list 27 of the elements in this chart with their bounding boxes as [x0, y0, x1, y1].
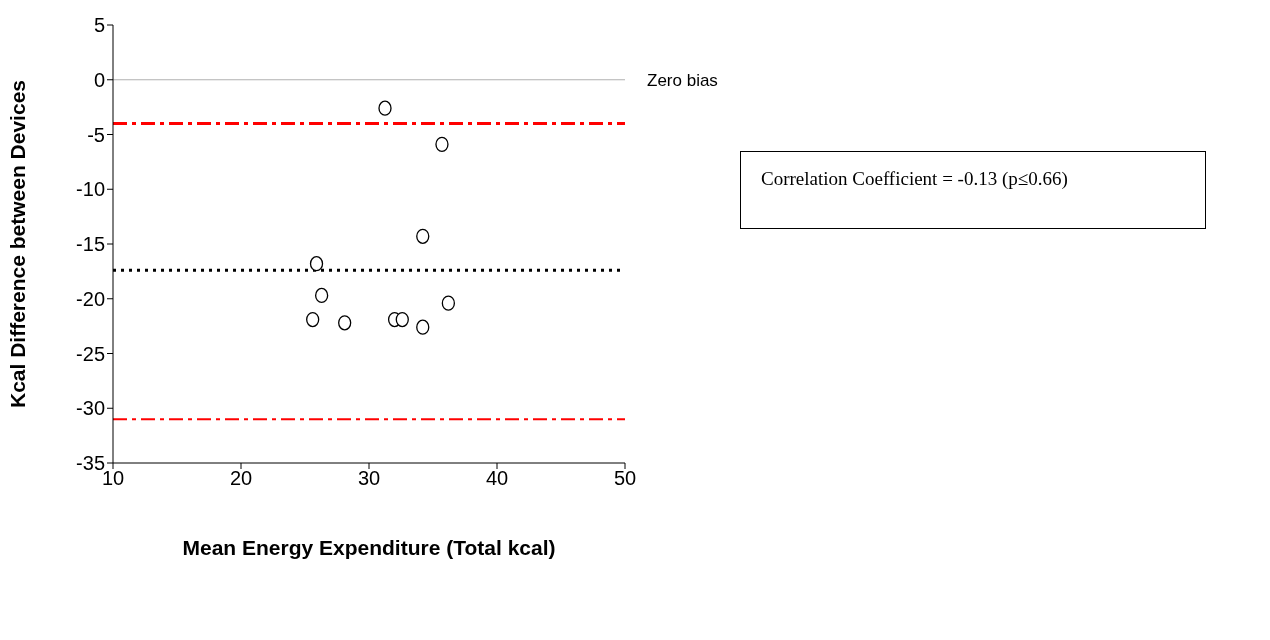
text: Correlation Coefficient = -0.13 (p≤0.66) [740, 151, 1206, 229]
point [416, 228, 430, 244]
y-axis-title: Kcal Difference between Devices [6, 80, 30, 408]
ref-line-label: Zero bias [647, 70, 718, 90]
point [338, 315, 352, 331]
y-tick-label: -25 [76, 342, 105, 365]
x-tick-label: 30 [357, 467, 381, 490]
point [395, 311, 409, 328]
x-tick-label: 20 [229, 467, 253, 490]
x-axis-title: Mean Energy Expenditure (Total kcal) [182, 536, 556, 559]
point [306, 311, 320, 328]
x-tick-label: 50 [613, 467, 637, 490]
y-tick-label: -20 [76, 287, 105, 310]
y-tick-label: -15 [76, 233, 105, 256]
y-tick-label: 0 [93, 68, 105, 91]
point [435, 136, 449, 152]
y-tick-label: -5 [87, 123, 105, 146]
y-tick-label: 5 [93, 14, 105, 37]
y-tick-label: -10 [76, 178, 105, 201]
point [416, 319, 430, 335]
point [314, 287, 329, 304]
x-tick-label: 40 [485, 467, 509, 490]
y-tick-label: -35 [76, 452, 105, 475]
point [441, 295, 456, 311]
point [378, 100, 392, 116]
point [309, 256, 324, 272]
y-tick-label: -30 [76, 397, 105, 420]
